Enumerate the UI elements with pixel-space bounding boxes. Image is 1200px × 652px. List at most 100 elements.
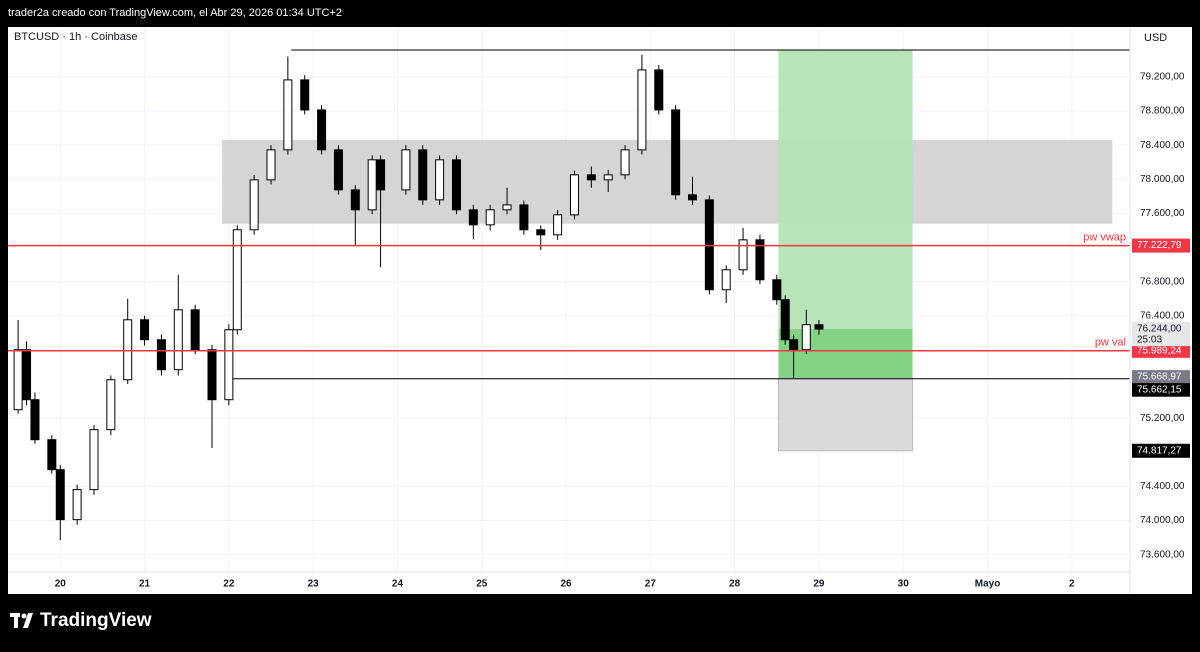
candle-body [553,214,563,236]
x-tick-label: 30 [898,579,910,590]
price-label-bg [1132,443,1190,458]
price-label-bg [1132,238,1190,253]
candle-body [224,329,234,401]
brand: TradingView [40,610,152,631]
header: trader2a creado con TradingView.com, el … [8,7,342,19]
candle-body [637,69,647,151]
last-price: 76.244,00 [1137,324,1182,335]
indicator-name: pw vwap [1083,231,1126,243]
price-label-bg [1132,370,1190,384]
candle-body [586,174,596,181]
x-tick-label: 25 [476,579,488,590]
loss-zone [777,377,914,452]
x-tick-label: 20 [55,579,67,590]
candle-body [789,339,799,351]
candle-body [47,439,57,471]
candle-body [207,349,217,401]
candle-body [300,79,310,111]
x-tick-label: Mayo [975,579,1001,590]
candle-body [780,299,790,341]
candle-body [671,109,681,196]
y-tick-label: 78.800,00 [1140,106,1185,117]
candle-body [801,324,811,351]
price-label: 75.668,97 [1137,371,1182,382]
candle-body [468,209,478,226]
x-tick-label: 2 [1069,579,1075,590]
candle-body [30,399,40,441]
candle-body [350,189,360,211]
y-tick-label: 76.800,00 [1140,276,1185,287]
price-label: 75.662,15 [1137,384,1182,395]
profit-zone [778,49,913,379]
candle-body [755,239,765,281]
candle-body [502,204,512,211]
candle-body [283,79,293,151]
y-tick-label: 78.400,00 [1140,140,1185,151]
price-label: 75.989,24 [1137,345,1182,356]
candle-body [738,239,748,271]
candle-body [620,149,630,176]
x-tick-label: 27 [645,579,657,590]
candle-body [173,309,183,371]
candle-body [704,199,714,291]
candle-body [603,174,613,181]
candle-body [13,349,23,411]
x-tick-label: 21 [139,579,151,590]
price-label-bg [1132,343,1190,358]
price-label: 77.222,79 [1137,240,1182,251]
candle-body [140,319,150,341]
x-tick-label: 24 [392,579,404,590]
chart-panel [8,27,1192,594]
y-tick-label: 74.000,00 [1140,515,1185,526]
x-tick-label: 22 [223,579,235,590]
candle-body [485,209,495,226]
countdown: 25:03 [1137,335,1162,346]
candle-body [156,339,166,371]
candle-body [721,269,731,291]
candle-body [687,194,697,201]
candle-body [0,392,6,411]
candle-body [55,469,65,521]
indicator-name: pw val [1095,337,1126,349]
candle-body [451,159,461,211]
y-tick-label: 79.200,00 [1140,72,1185,83]
candle-body [266,149,276,181]
candle-body [367,159,377,211]
candle-body [772,279,782,301]
chart-title: BTCUSD · 1h · Coinbase [14,31,138,43]
candle-body [190,309,200,351]
candle-body [333,149,343,191]
candle-body [22,349,32,401]
candle-body [232,229,242,331]
y-tick-label: 76.400,00 [1140,310,1185,321]
x-tick-label: 26 [560,579,572,590]
candle-body [536,229,546,236]
currency: USD [1144,32,1167,44]
candle-body [418,149,428,201]
open-profit [778,329,913,379]
y-tick-label: 77.600,00 [1140,208,1185,219]
candle-body [435,159,445,201]
candle-body [106,379,116,431]
y-tick-label: 78.000,00 [1140,174,1185,185]
candle-body [376,159,386,191]
candle-body [401,149,411,191]
candle-body [814,324,824,330]
price-label-bg [1132,382,1190,397]
candle-body [519,204,529,231]
candle-body [123,319,133,381]
candle-body [317,109,327,151]
y-tick-label: 74.400,00 [1140,481,1185,492]
y-tick-label: 75.200,00 [1140,413,1185,424]
brand-logo [10,613,33,628]
candle-body [654,69,664,111]
candle-body [72,489,82,521]
candle-body [89,429,99,491]
x-tick-label: 29 [813,579,825,590]
price-label-bg [1132,322,1190,347]
price-label: 74.817,27 [1137,445,1182,456]
x-tick-label: 23 [308,579,320,590]
plot [0,27,1130,572]
candle-body [569,174,579,216]
